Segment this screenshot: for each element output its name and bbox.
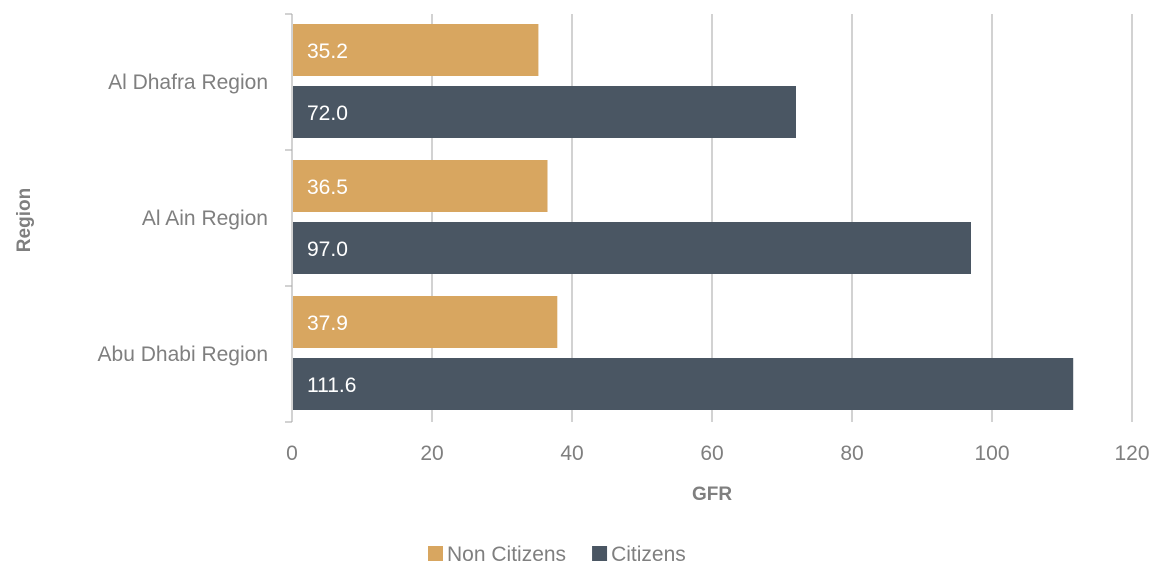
data-label: 111.6	[307, 374, 356, 397]
data-label: 97.0	[307, 238, 348, 261]
data-label: 37.9	[307, 312, 348, 335]
x-tick-label: 100	[974, 442, 1009, 465]
bars-layer: 35.2 72.0 36.5 97.0 37.9 111.6	[293, 24, 1074, 410]
legend-label: Citizens	[611, 543, 686, 566]
y-axis-title: Region	[14, 188, 35, 252]
data-label: 36.5	[307, 176, 348, 199]
legend-swatch	[428, 546, 443, 561]
bar	[293, 358, 1074, 410]
x-tick-label: 120	[1114, 442, 1149, 465]
legend-label: Non Citizens	[447, 543, 566, 566]
bar	[293, 296, 558, 348]
x-tick-label: 40	[560, 442, 583, 465]
bar	[293, 160, 548, 212]
category-label: Abu Dhabi Region	[98, 343, 268, 366]
data-label: 35.2	[307, 40, 348, 63]
data-label: 72.0	[307, 102, 348, 125]
x-tick-label: 20	[420, 442, 443, 465]
legend: Non Citizens Citizens	[428, 543, 686, 566]
bar	[293, 24, 539, 76]
x-tick-label: 60	[700, 442, 723, 465]
category-label: Al Ain Region	[142, 207, 268, 230]
grid-layer	[431, 14, 1133, 422]
category-label: Al Dhafra Region	[108, 71, 268, 94]
bar	[293, 86, 796, 138]
x-tick-label: 80	[840, 442, 863, 465]
x-tick-label: 0	[286, 442, 298, 465]
bar	[293, 222, 971, 274]
legend-swatch	[592, 546, 608, 561]
axis-layer: 0 20 40 60 80 100 120 Al Dhafra Region Al Ain Re…	[98, 13, 1150, 465]
x-axis-title: GFR	[692, 484, 732, 505]
